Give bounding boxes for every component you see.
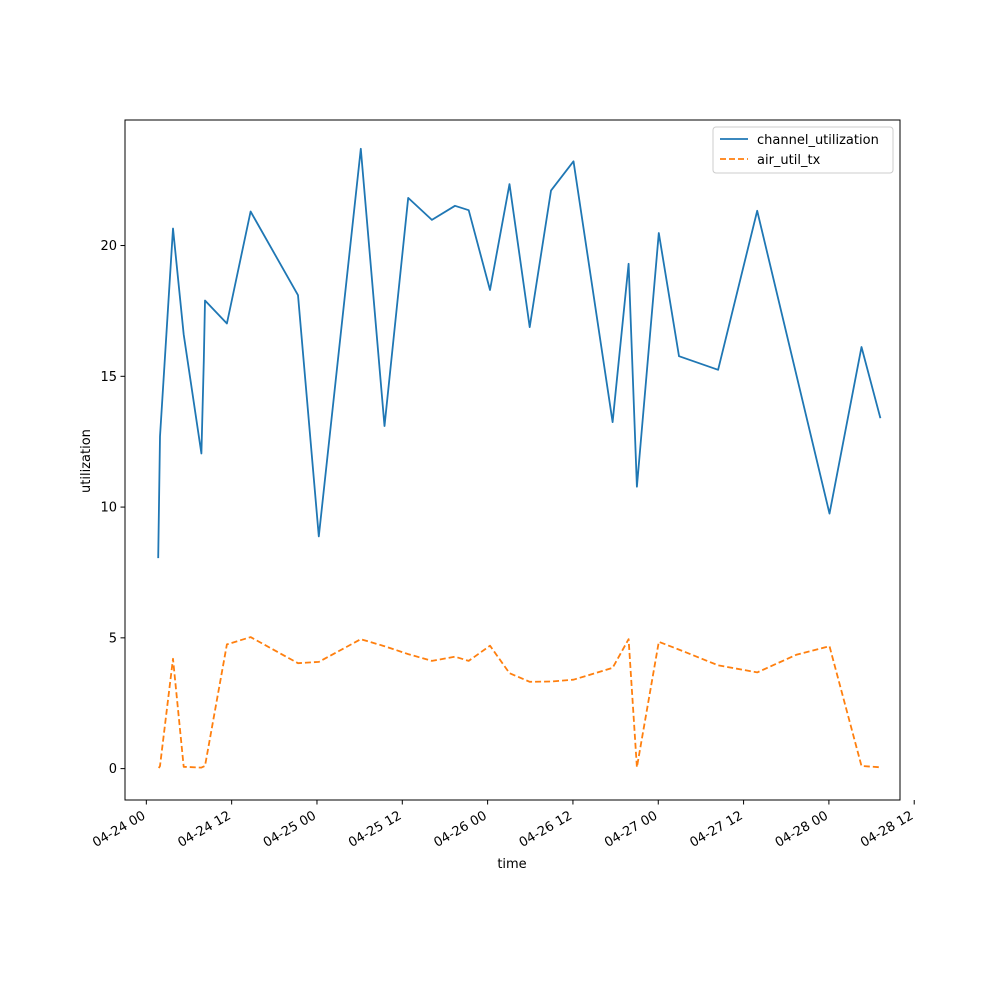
y-tick-label: 15	[100, 370, 117, 385]
legend-box	[712, 126, 894, 174]
series-line-air-util-tx	[158, 636, 881, 769]
axes-frame	[124, 119, 901, 801]
series-line-channel-utilization	[157, 147, 882, 559]
y-tick-label: 10	[100, 501, 117, 516]
y-tick-label: 5	[109, 631, 117, 646]
y-axis-ticks: 0 5 10 15 20	[100, 239, 125, 777]
legend-label-channel-utilization: channel_utilization	[757, 133, 879, 148]
plot-area	[157, 147, 882, 769]
y-tick-label: 0	[109, 762, 117, 777]
y-tick-label: 20	[100, 239, 117, 254]
legend: channel_utilization air_util_tx	[712, 126, 894, 174]
y-axis-label: utilization	[79, 429, 94, 493]
x-axis-label: time	[497, 857, 526, 872]
legend-label-air-util-tx: air_util_tx	[757, 153, 821, 168]
